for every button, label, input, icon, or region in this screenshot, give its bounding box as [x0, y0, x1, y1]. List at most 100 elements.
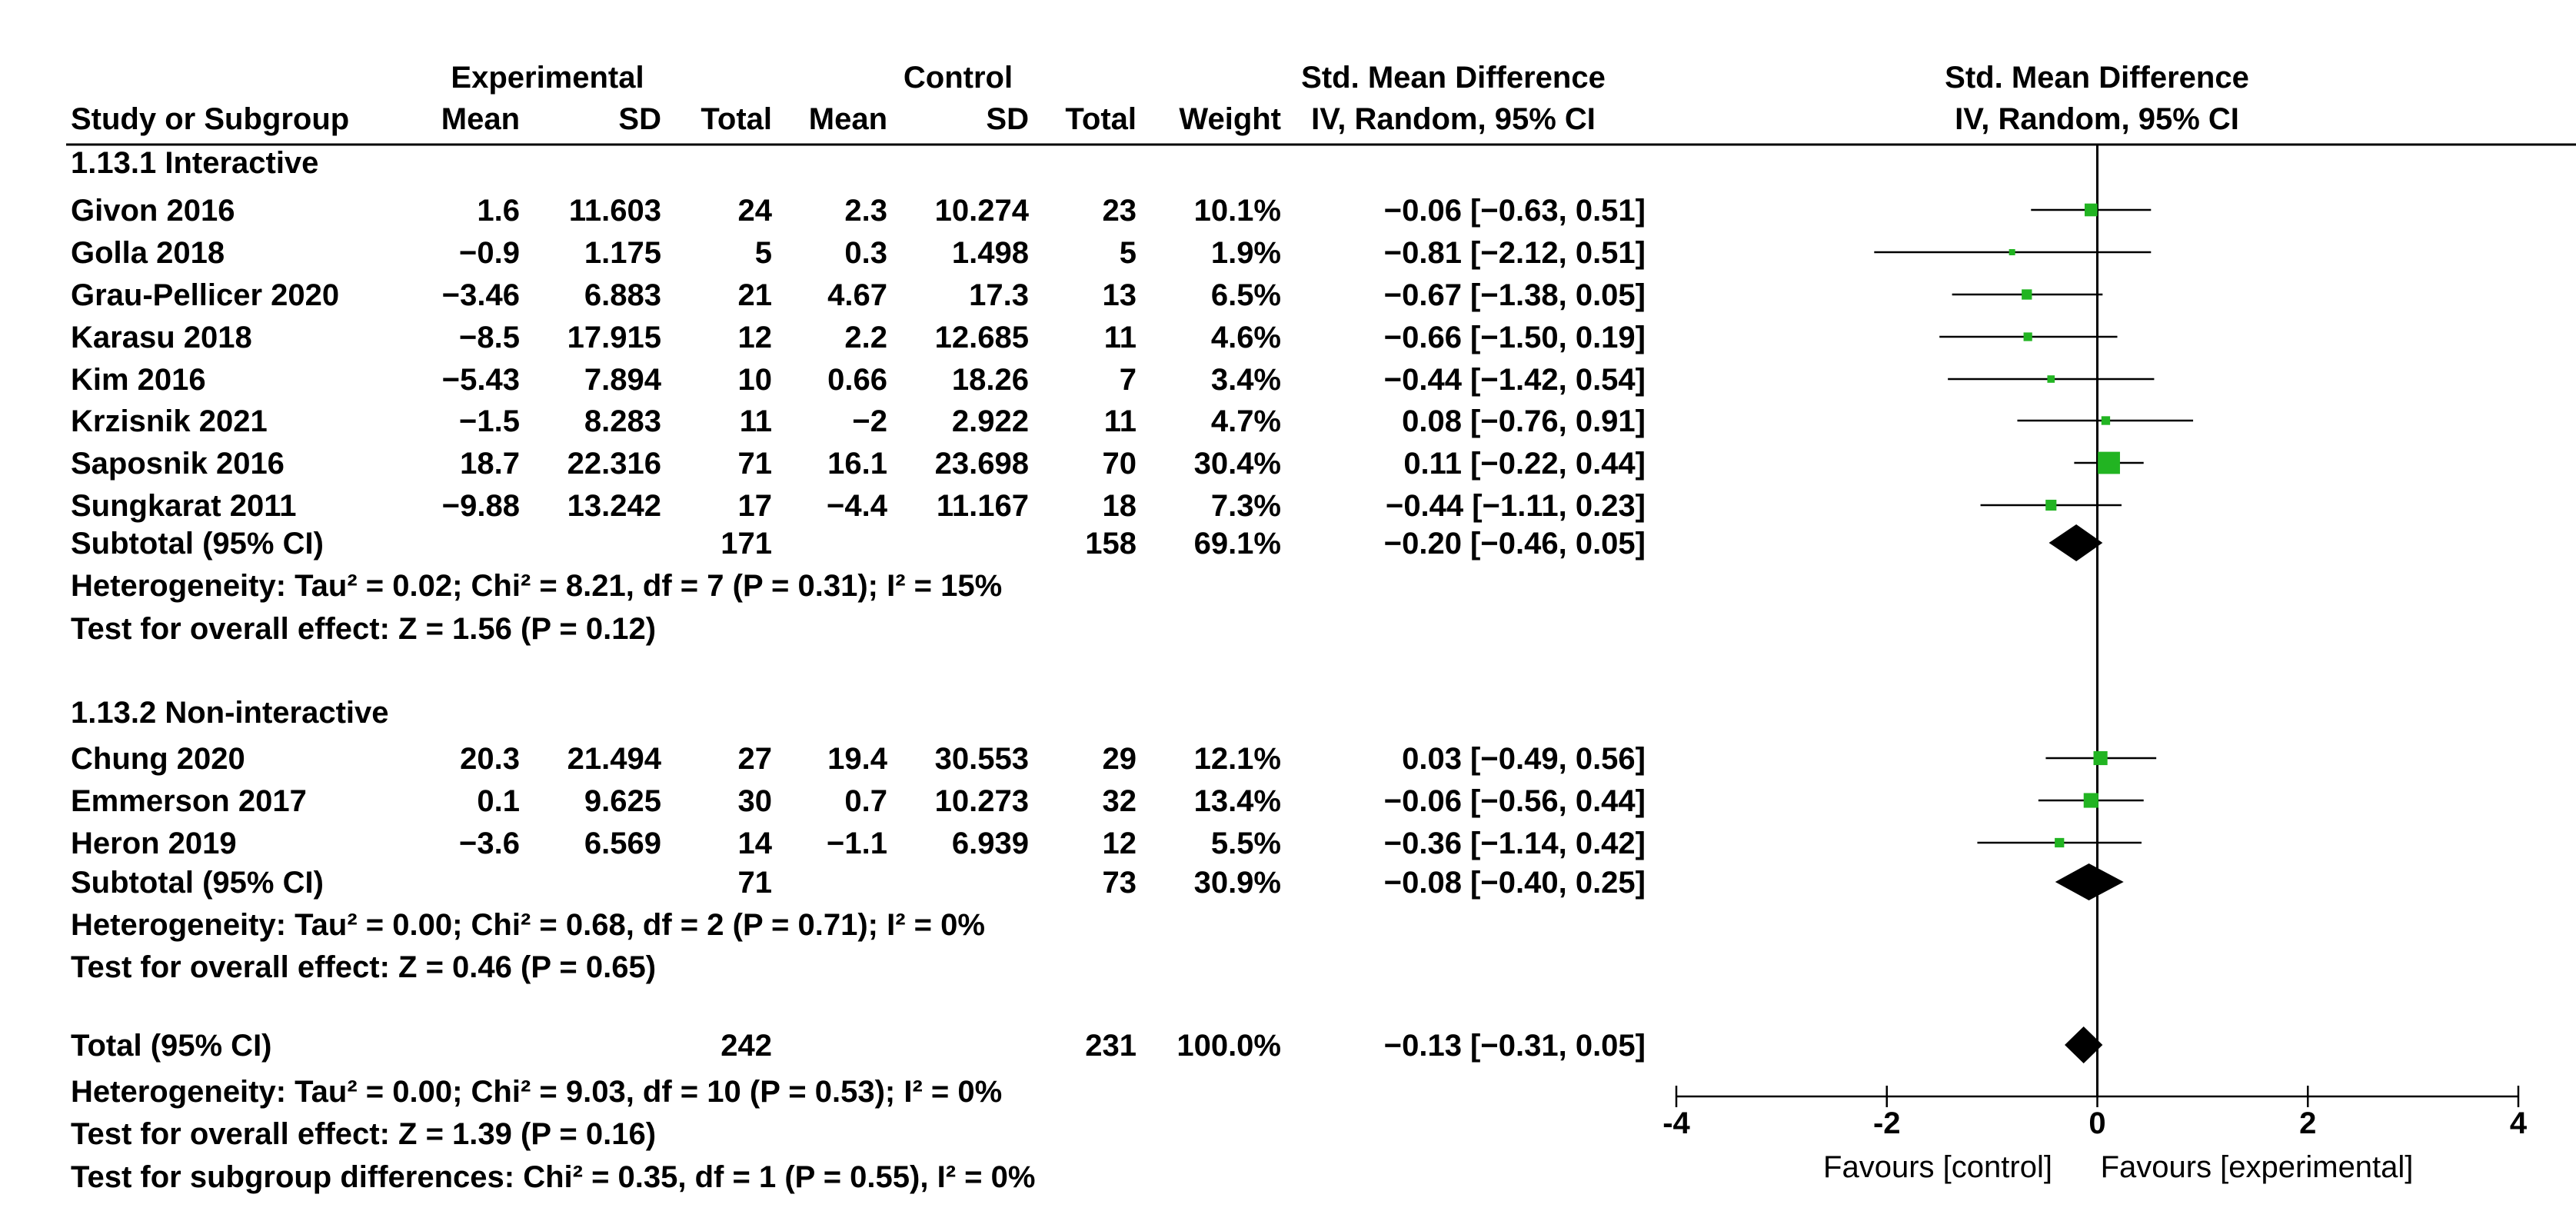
ctl-mean-cell: 0.66: [827, 363, 887, 397]
ctl-total-cell: 5: [1120, 236, 1137, 270]
study-name: Givon 2016: [71, 194, 235, 228]
weight-cell: 5.5%: [1211, 827, 1281, 860]
ctl-sd-cell: 30.553: [935, 742, 1029, 776]
exp-mean-cell: 0.1: [477, 784, 520, 818]
overall-effect-text: Test for overall effect: Z = 0.46 (P = 0…: [71, 950, 656, 984]
subtotal-ci: −0.08 [−0.40, 0.25]: [1384, 866, 1646, 900]
subtotal-weight: 69.1%: [1194, 527, 1281, 561]
exp-sd-cell: 8.283: [584, 404, 661, 438]
exp-total-cell: 71: [738, 447, 773, 481]
ci-cell: −0.44 [−1.42, 0.54]: [1384, 363, 1646, 397]
study-point-marker: [2047, 375, 2055, 383]
subtotal-exp-total: 71: [738, 866, 773, 900]
study-point-marker: [2055, 837, 2065, 848]
plot-header-top: Std. Mean Difference: [1945, 61, 2249, 95]
exp-mean-cell: −0.9: [459, 236, 520, 270]
pooled-effect-diamond: [2065, 1026, 2103, 1063]
total-exp-total: 242: [721, 1029, 772, 1063]
ctl-total-cell: 11: [1104, 321, 1137, 354]
ci-cell: −0.06 [−0.56, 0.44]: [1384, 784, 1646, 818]
ctl-total-cell: 70: [1103, 447, 1137, 481]
study-column-header: Study or Subgroup: [71, 102, 349, 136]
exp-mean-cell: 1.6: [477, 194, 520, 228]
ctl-mean-cell: 4.67: [827, 278, 887, 312]
ci-cell: 0.11 [−0.22, 0.44]: [1403, 447, 1646, 481]
ctl-total-cell: 11: [1104, 404, 1137, 438]
exp-sd-cell: 13.242: [567, 489, 661, 523]
subgroup-title: 1.13.1 Interactive: [71, 146, 318, 180]
study-name: Kim 2016: [71, 363, 206, 397]
ctl-total-header: Total: [1065, 102, 1137, 136]
total-label: Total (95% CI): [71, 1029, 272, 1063]
ctl-mean-cell: 0.3: [844, 236, 887, 270]
x-tick-label: 4: [2510, 1106, 2528, 1140]
exp-sd-cell: 6.883: [584, 278, 661, 312]
ctl-sd-header: SD: [986, 102, 1029, 136]
exp-total-cell: 12: [738, 321, 773, 354]
weight-cell: 10.1%: [1194, 194, 1281, 228]
exp-total-cell: 10: [738, 363, 773, 397]
ctl-total-cell: 29: [1103, 742, 1137, 776]
subtotal-exp-total: 171: [721, 527, 772, 561]
ctl-total-cell: 7: [1120, 363, 1137, 397]
ci-cell: −0.44 [−1.11, 0.23]: [1386, 489, 1646, 523]
weight-cell: 12.1%: [1194, 742, 1281, 776]
weight-header: Weight: [1179, 102, 1281, 136]
ctl-mean-cell: 0.7: [844, 784, 887, 818]
exp-mean-cell: −8.5: [459, 321, 520, 354]
exp-sd-cell: 6.569: [584, 827, 661, 860]
study-name: Emmerson 2017: [71, 784, 307, 818]
smd-header-bottom: IV, Random, 95% CI: [1311, 102, 1596, 136]
exp-total-cell: 27: [738, 742, 773, 776]
ctl-sd-cell: 17.3: [969, 278, 1029, 312]
x-tick-label: 2: [2299, 1106, 2316, 1140]
favours-experimental-label: Favours [experimental]: [2101, 1150, 2414, 1184]
study-point-marker: [2093, 750, 2108, 766]
ctl-total-cell: 12: [1103, 827, 1137, 860]
exp-total-cell: 24: [738, 194, 773, 228]
ctl-total-cell: 18: [1103, 489, 1137, 523]
ctl-mean-cell: 16.1: [827, 447, 887, 481]
subtotal-weight: 30.9%: [1194, 866, 1281, 900]
ci-cell: 0.03 [−0.49, 0.56]: [1402, 742, 1646, 776]
x-tick-label: 0: [2088, 1106, 2105, 1140]
pooled-effect-diamond: [2055, 863, 2124, 900]
total-ci: −0.13 [−0.31, 0.05]: [1384, 1029, 1646, 1063]
ctl-mean-header: Mean: [809, 102, 887, 136]
total-weight: 100.0%: [1177, 1029, 1281, 1063]
ctl-sd-cell: 2.922: [952, 404, 1029, 438]
study-point-marker: [2083, 793, 2098, 808]
ci-cell: −0.36 [−1.14, 0.42]: [1384, 827, 1646, 860]
weight-cell: 7.3%: [1211, 489, 1281, 523]
ctl-mean-cell: −2: [852, 404, 887, 438]
study-point-marker: [2098, 451, 2120, 474]
ci-cell: −0.81 [−2.12, 0.51]: [1384, 236, 1646, 270]
study-point-marker: [2084, 203, 2098, 217]
subgroup-differences-text: Test for subgroup differences: Chi² = 0.…: [71, 1160, 1035, 1194]
heterogeneity-text: Heterogeneity: Tau² = 0.00; Chi² = 0.68,…: [71, 908, 985, 942]
exp-total-cell: 30: [738, 784, 773, 818]
ci-cell: −0.06 [−0.63, 0.51]: [1384, 194, 1646, 228]
ctl-sd-cell: 10.274: [935, 194, 1030, 228]
ctl-sd-cell: 12.685: [935, 321, 1029, 354]
exp-mean-cell: 20.3: [460, 742, 520, 776]
exp-mean-cell: −3.46: [442, 278, 520, 312]
exp-sd-header: SD: [618, 102, 661, 136]
study-name: Karasu 2018: [71, 321, 252, 354]
weight-cell: 6.5%: [1211, 278, 1281, 312]
ctl-sd-cell: 1.498: [952, 236, 1029, 270]
experimental-header: Experimental: [451, 61, 644, 95]
ctl-total-cell: 13: [1103, 278, 1137, 312]
ctl-sd-cell: 11.167: [937, 489, 1029, 523]
exp-sd-cell: 22.316: [567, 447, 661, 481]
study-point-marker: [2009, 249, 2015, 255]
exp-mean-cell: −1.5: [459, 404, 520, 438]
ctl-mean-cell: 2.2: [844, 321, 887, 354]
study-point-marker: [2045, 499, 2057, 511]
exp-total-cell: 11: [740, 404, 772, 438]
weight-cell: 4.6%: [1211, 321, 1281, 354]
exp-total-cell: 17: [738, 489, 773, 523]
smd-header-top: Std. Mean Difference: [1301, 61, 1606, 95]
exp-mean-cell: −9.88: [442, 489, 520, 523]
study-name: Golla 2018: [71, 236, 225, 270]
